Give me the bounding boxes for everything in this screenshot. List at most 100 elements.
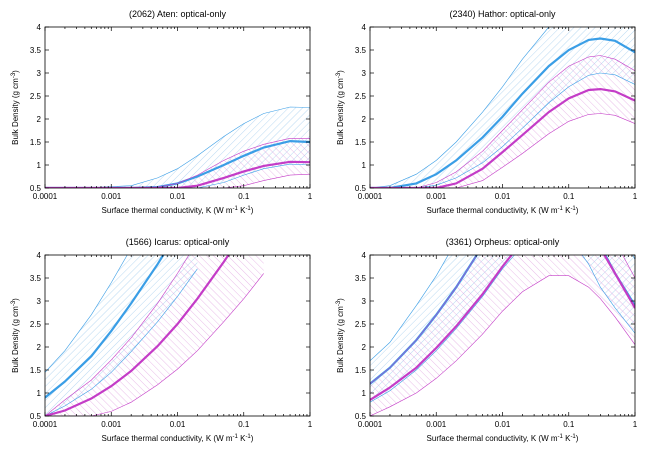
uncertainty-band-magenta: [370, 55, 635, 188]
y-tick-label: 1.5: [30, 366, 42, 375]
x-tick-label: 0.001: [101, 420, 122, 429]
best-fit-line-magenta: [45, 160, 310, 188]
plot-area: [370, 255, 635, 416]
y-tick-label: 1: [37, 389, 42, 398]
y-tick-label: 3: [37, 69, 42, 78]
upper-bound-line-blue: [45, 255, 128, 373]
y-tick-label: 0.5: [30, 184, 42, 193]
uncertainty-band-magenta: [45, 255, 264, 416]
uncertainty-band-magenta: [370, 255, 635, 416]
y-axis-label: Bulk Density (g cm-3): [11, 298, 20, 373]
chart-panel-2: (2340) Hathor: optical-only 0.0001 0.001 0.…: [336, 9, 638, 215]
x-axis-label: Surface thermal conductivity, K (W m-1 K…: [427, 206, 579, 215]
y-tick-label: 4: [362, 23, 367, 32]
lower-bound-line-magenta: [45, 173, 310, 188]
y-tick-label: 2.5: [30, 92, 42, 101]
x-tick-label: 0.01: [170, 420, 186, 429]
y-tick-label: 2: [362, 343, 367, 352]
upper-bound-line-blue: [370, 27, 550, 188]
x-axis-label: Surface thermal conductivity, K (W m-1 K…: [102, 434, 254, 443]
chart-title: (2340) Hathor: optical-only: [449, 9, 556, 19]
x-tick-label: 0.0001: [33, 192, 58, 201]
x-tick-label: 0.001: [426, 420, 447, 429]
y-tick-label: 3: [37, 297, 42, 306]
y-tick-label: 2.5: [355, 320, 367, 329]
chart-panel-3: (1566) Icarus: optical-only 0.0001 0.001 0.…: [11, 237, 313, 443]
lower-bound-line-magenta: [370, 275, 635, 416]
x-tick-label: 0.01: [170, 192, 186, 201]
chart-panel-1: (2062) Aten: optical-only 0.0001 0.001 0.01…: [11, 9, 313, 215]
x-axis-label: Surface thermal conductivity, K (W m-1 K…: [102, 206, 254, 215]
best-fit-line-blue: [45, 255, 165, 399]
plot-area: [45, 255, 264, 416]
x-tick-label: 0.0001: [358, 420, 383, 429]
lower-bound-line-magenta: [45, 273, 264, 416]
y-tick-label: 2: [37, 115, 42, 124]
y-tick-label: 4: [362, 251, 367, 260]
x-tick-label: 1: [633, 420, 638, 429]
lower-bound-line-magenta: [370, 113, 635, 188]
x-tick-label: 0.1: [563, 420, 575, 429]
best-fit-line-magenta: [370, 87, 635, 188]
y-tick-label: 2: [362, 115, 367, 124]
y-tick-label: 1.5: [30, 138, 42, 147]
lower-bound-line-blue: [45, 163, 310, 188]
upper-bound-line-blue: [370, 255, 635, 362]
x-tick-label: 0.1: [238, 192, 250, 201]
x-tick-label: 0.001: [426, 192, 447, 201]
upper-bound-line-blue: [45, 106, 310, 188]
y-tick-label: 0.5: [30, 412, 42, 421]
chart-title: (2062) Aten: optical-only: [129, 9, 227, 19]
x-tick-label: 0.1: [238, 420, 250, 429]
uncertainty-band-magenta: [45, 138, 310, 188]
best-fit-line-blue: [45, 139, 310, 188]
y-axis-label: Bulk Density (g cm-3): [11, 70, 20, 145]
y-tick-label: 3: [362, 297, 367, 306]
y-tick-label: 4: [37, 23, 42, 32]
x-tick-label: 0.1: [563, 192, 575, 201]
y-axis-label: Bulk Density (g cm-3): [336, 70, 345, 145]
plot-area: [45, 106, 310, 188]
best-fit-line-magenta: [370, 255, 635, 401]
x-tick-label: 0.001: [101, 192, 122, 201]
y-tick-label: 1.5: [355, 138, 367, 147]
y-axis-label: Bulk Density (g cm-3): [336, 298, 345, 373]
y-tick-label: 4: [37, 251, 42, 260]
y-tick-label: 3.5: [30, 46, 42, 55]
lower-bound-line-blue: [45, 268, 198, 416]
y-tick-label: 0.5: [355, 184, 367, 193]
x-tick-label: 0.0001: [33, 420, 58, 429]
chart-title: (1566) Icarus: optical-only: [126, 237, 230, 247]
chart-title: (3361) Orpheus: optical-only: [446, 237, 560, 247]
x-tick-label: 1: [308, 420, 313, 429]
y-tick-label: 2.5: [30, 320, 42, 329]
y-tick-label: 1: [37, 161, 42, 170]
lower-bound-line-blue: [370, 255, 635, 403]
y-tick-label: 0.5: [355, 412, 367, 421]
uncertainty-band-blue: [370, 255, 635, 403]
best-fit-line-blue: [370, 37, 635, 188]
upper-bound-line-magenta: [45, 255, 190, 416]
x-tick-label: 0.0001: [358, 192, 383, 201]
y-tick-label: 2.5: [355, 92, 367, 101]
y-tick-label: 3.5: [30, 274, 42, 283]
chart-panel-4: (3361) Orpheus: optical-only 0.0001 0.001 0…: [336, 237, 638, 443]
y-tick-label: 1: [362, 389, 367, 398]
x-tick-label: 0.01: [495, 192, 511, 201]
y-tick-label: 3.5: [355, 274, 367, 283]
x-tick-label: 0.01: [495, 420, 511, 429]
x-tick-label: 1: [308, 192, 313, 201]
y-tick-label: 1: [362, 161, 367, 170]
y-tick-label: 1.5: [355, 366, 367, 375]
x-axis-label: Surface thermal conductivity, K (W m-1 K…: [427, 434, 579, 443]
y-tick-label: 3: [362, 69, 367, 78]
best-fit-line-magenta: [45, 255, 230, 416]
upper-bound-line-magenta: [370, 55, 635, 188]
y-tick-label: 2: [37, 343, 42, 352]
plot-area: [370, 27, 635, 188]
upper-bound-line-magenta: [370, 255, 635, 385]
uncertainty-band-blue: [45, 255, 198, 416]
y-tick-label: 3.5: [355, 46, 367, 55]
x-tick-label: 1: [633, 192, 638, 201]
